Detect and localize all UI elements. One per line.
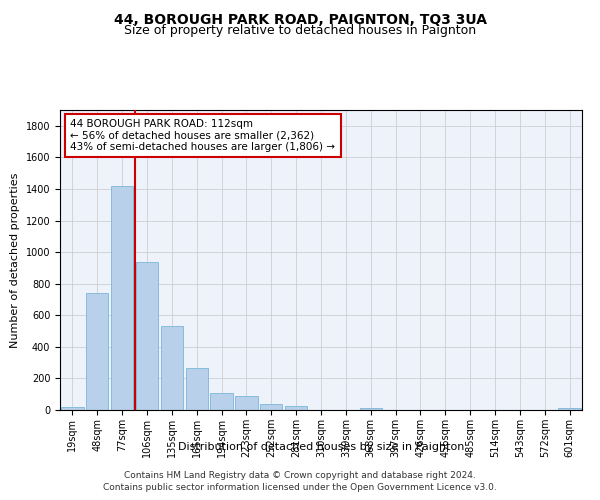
Text: 44, BOROUGH PARK ROAD, PAIGNTON, TQ3 3UA: 44, BOROUGH PARK ROAD, PAIGNTON, TQ3 3UA [113,12,487,26]
Text: Size of property relative to detached houses in Paignton: Size of property relative to detached ho… [124,24,476,37]
Text: Contains HM Land Registry data © Crown copyright and database right 2024.: Contains HM Land Registry data © Crown c… [124,471,476,480]
Bar [185,368,208,410]
Bar [111,186,133,410]
Bar [260,404,283,410]
Text: 44 BOROUGH PARK ROAD: 112sqm
← 56% of detached houses are smaller (2,362)
43% of: 44 BOROUGH PARK ROAD: 112sqm ← 56% of de… [70,119,335,152]
Bar [61,406,83,410]
Y-axis label: Number of detached properties: Number of detached properties [10,172,20,348]
Bar [136,262,158,410]
Bar [285,406,307,410]
Bar [559,408,581,410]
Text: Distribution of detached houses by size in Paignton: Distribution of detached houses by size … [178,442,464,452]
Bar [86,293,109,410]
Bar [211,394,233,410]
Bar [161,326,183,410]
Bar [359,408,382,410]
Bar [235,396,257,410]
Text: Contains public sector information licensed under the Open Government Licence v3: Contains public sector information licen… [103,484,497,492]
